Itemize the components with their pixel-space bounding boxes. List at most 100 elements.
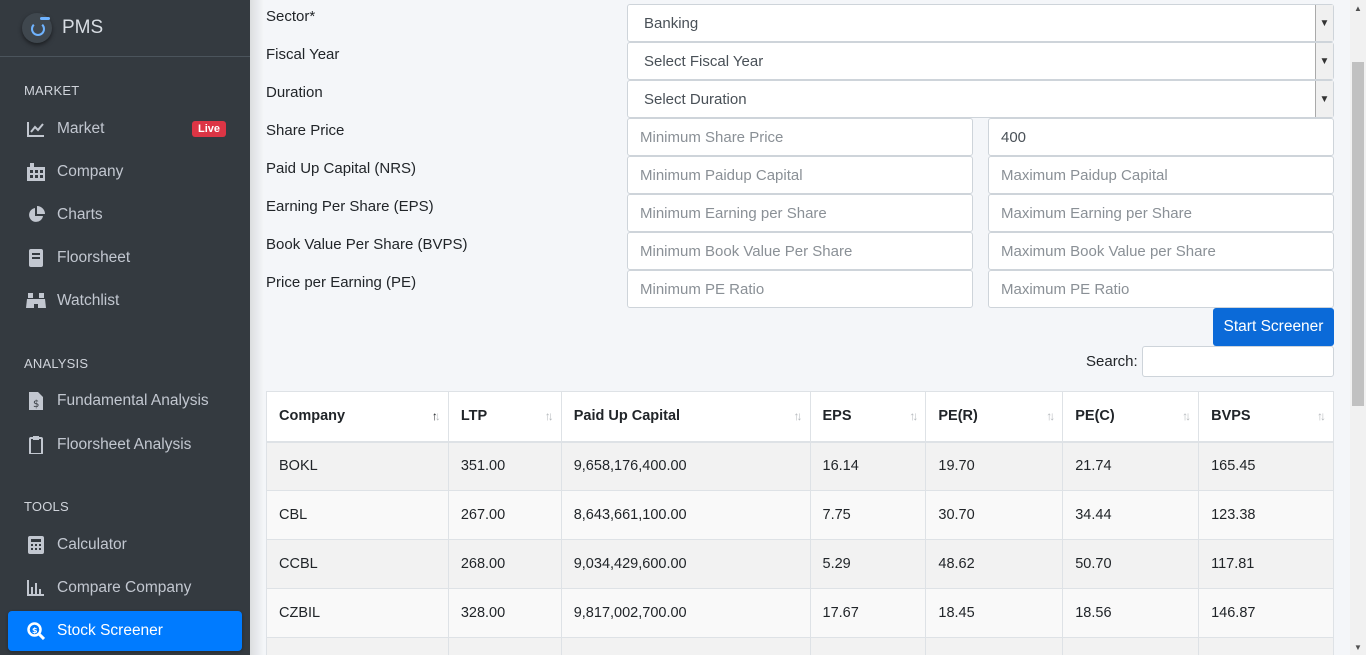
fiscal-year-select-value: Select Fiscal Year bbox=[644, 52, 764, 70]
sidebar-item-floorsheet[interactable]: Floorsheet bbox=[8, 238, 242, 278]
main-content: Sector* Fiscal Year Duration Share Price… bbox=[250, 0, 1350, 655]
clipboard-icon bbox=[26, 435, 46, 455]
column-label: LTP bbox=[460, 408, 488, 425]
duration-label: Duration bbox=[266, 84, 323, 101]
cell-pe-c: 18.56 bbox=[1062, 588, 1200, 638]
sidebar: PMS MARKET Market Live Company Charts Fl… bbox=[0, 0, 250, 655]
sidebar-item-fundamental-analysis[interactable]: $ Fundamental Analysis bbox=[8, 381, 242, 421]
column-header-pe-r[interactable]: PE(R) ↑↓ bbox=[925, 391, 1064, 443]
sort-icon: ↑↓ bbox=[1046, 409, 1055, 423]
sector-select[interactable]: Banking ▼ bbox=[627, 4, 1334, 42]
sort-asc-icon: ↑↓ bbox=[431, 409, 441, 423]
chevron-down-icon: ▼ bbox=[1315, 5, 1333, 41]
chevron-down-icon: ▼ bbox=[1315, 43, 1333, 79]
sidebar-item-charts[interactable]: Charts bbox=[8, 195, 242, 235]
cell-empty bbox=[809, 637, 927, 655]
cell-pe-c: 34.44 bbox=[1062, 490, 1200, 540]
pie-chart-icon bbox=[26, 205, 46, 225]
cell-eps: 7.75 bbox=[809, 490, 927, 540]
calculator-icon bbox=[26, 535, 46, 555]
column-header-company[interactable]: Company ↑↓ bbox=[266, 391, 449, 443]
sort-icon: ↑↓ bbox=[544, 409, 554, 423]
table-row: BOKL 351.00 9,658,176,400.00 16.14 19.70… bbox=[266, 441, 1334, 491]
nav-header-analysis: ANALYSIS bbox=[24, 356, 89, 371]
column-header-bvps[interactable]: BVPS ↑↓ bbox=[1198, 391, 1334, 443]
cell-paid-up-capital: 9,658,176,400.00 bbox=[560, 441, 811, 491]
building-icon bbox=[26, 162, 46, 182]
column-header-paid-up-capital[interactable]: Paid Up Capital ↑↓ bbox=[560, 391, 811, 443]
book-icon bbox=[26, 248, 46, 268]
sort-icon: ↑↓ bbox=[909, 409, 918, 423]
table-row: CZBIL 328.00 9,817,002,700.00 17.67 18.4… bbox=[266, 588, 1334, 638]
cell-bvps: 117.81 bbox=[1198, 539, 1334, 589]
cell-empty bbox=[447, 637, 562, 655]
min-pe-input[interactable]: Minimum PE Ratio bbox=[627, 270, 973, 308]
sidebar-item-floorsheet-analysis[interactable]: Floorsheet Analysis bbox=[8, 425, 242, 465]
cell-paid-up-capital: 9,034,429,600.00 bbox=[560, 539, 811, 589]
sidebar-item-label: Stock Screener bbox=[57, 622, 163, 639]
sidebar-item-stock-screener[interactable]: $ Stock Screener bbox=[8, 611, 242, 651]
page-scrollbar[interactable]: ▲ ▼ bbox=[1350, 0, 1366, 655]
min-share-price-input[interactable]: Minimum Share Price bbox=[627, 118, 973, 156]
max-bvps-input[interactable]: Maximum Book Value per Share bbox=[988, 232, 1334, 270]
scrollbar-thumb[interactable] bbox=[1352, 62, 1364, 406]
sidebar-item-watchlist[interactable]: Watchlist bbox=[8, 281, 242, 321]
cell-bvps: 123.38 bbox=[1198, 490, 1334, 540]
min-bvps-input[interactable]: Minimum Book Value Per Share bbox=[627, 232, 973, 270]
column-label: PE(C) bbox=[1075, 408, 1115, 425]
sort-icon: ↑↓ bbox=[793, 409, 803, 423]
cell-ltp: 267.00 bbox=[447, 490, 562, 540]
column-label: EPS bbox=[822, 408, 852, 425]
line-chart-icon bbox=[26, 119, 46, 139]
column-header-eps[interactable]: EPS ↑↓ bbox=[809, 391, 927, 443]
cell-empty bbox=[266, 637, 449, 655]
nav-header-tools: TOOLS bbox=[24, 499, 69, 514]
table-header-row: Company ↑↓ LTP ↑↓ Paid Up Capital ↑↓ EPS ↑↓ … bbox=[266, 391, 1334, 443]
max-paidup-capital-input[interactable]: Maximum Paidup Capital bbox=[988, 156, 1334, 194]
max-share-price-input[interactable]: 400 bbox=[988, 118, 1334, 156]
max-eps-input[interactable]: Maximum Earning per Share bbox=[988, 194, 1334, 232]
svg-text:$: $ bbox=[32, 626, 38, 635]
scroll-down-arrow-icon[interactable]: ▼ bbox=[1354, 642, 1362, 652]
binoculars-icon bbox=[26, 291, 46, 311]
sidebar-item-market[interactable]: Market Live bbox=[8, 109, 242, 149]
eps-label: Earning Per Share (EPS) bbox=[266, 198, 434, 215]
fiscal-year-select[interactable]: Select Fiscal Year ▼ bbox=[627, 42, 1334, 80]
column-header-pe-c[interactable]: PE(C) ↑↓ bbox=[1062, 391, 1200, 443]
table-row-partial bbox=[266, 637, 1334, 655]
brand-link[interactable]: PMS bbox=[0, 0, 250, 57]
max-pe-input[interactable]: Maximum PE Ratio bbox=[988, 270, 1334, 308]
cell-pe-r: 30.70 bbox=[925, 490, 1064, 540]
cell-company: BOKL bbox=[266, 441, 449, 491]
chevron-down-icon: ▼ bbox=[1315, 81, 1333, 117]
sidebar-item-company[interactable]: Company bbox=[8, 152, 242, 192]
min-eps-input[interactable]: Minimum Earning per Share bbox=[627, 194, 973, 232]
sidebar-item-compare-company[interactable]: Compare Company bbox=[8, 568, 242, 608]
cell-paid-up-capital: 8,643,661,100.00 bbox=[560, 490, 811, 540]
cell-eps: 16.14 bbox=[809, 441, 927, 491]
cell-eps: 17.67 bbox=[809, 588, 927, 638]
duration-select[interactable]: Select Duration ▼ bbox=[627, 80, 1334, 118]
cell-pe-c: 50.70 bbox=[1062, 539, 1200, 589]
column-label: Paid Up Capital bbox=[573, 408, 681, 425]
bvps-label: Book Value Per Share (BVPS) bbox=[266, 236, 468, 253]
cell-pe-c: 21.74 bbox=[1062, 441, 1200, 491]
pe-label: Price per Earning (PE) bbox=[266, 274, 417, 291]
search-input[interactable] bbox=[1142, 346, 1334, 377]
cell-pe-r: 48.62 bbox=[925, 539, 1064, 589]
sidebar-item-calculator[interactable]: Calculator bbox=[8, 525, 242, 565]
scroll-up-arrow-icon[interactable]: ▲ bbox=[1354, 3, 1362, 13]
cell-pe-r: 19.70 bbox=[925, 441, 1064, 491]
search-label: Search: bbox=[1086, 353, 1138, 370]
nav-header-market: MARKET bbox=[24, 83, 80, 98]
table-row: CCBL 268.00 9,034,429,600.00 5.29 48.62 … bbox=[266, 539, 1334, 589]
svg-text:$: $ bbox=[33, 399, 39, 410]
start-screener-button[interactable]: Start Screener bbox=[1213, 308, 1334, 346]
min-paidup-capital-input[interactable]: Minimum Paidup Capital bbox=[627, 156, 973, 194]
cell-paid-up-capital: 9,817,002,700.00 bbox=[560, 588, 811, 638]
sort-icon: ↑↓ bbox=[1317, 409, 1326, 423]
sidebar-item-label: Calculator bbox=[57, 536, 127, 553]
cell-bvps: 146.87 bbox=[1198, 588, 1334, 638]
column-header-ltp[interactable]: LTP ↑↓ bbox=[447, 391, 562, 443]
cell-empty bbox=[1062, 637, 1200, 655]
